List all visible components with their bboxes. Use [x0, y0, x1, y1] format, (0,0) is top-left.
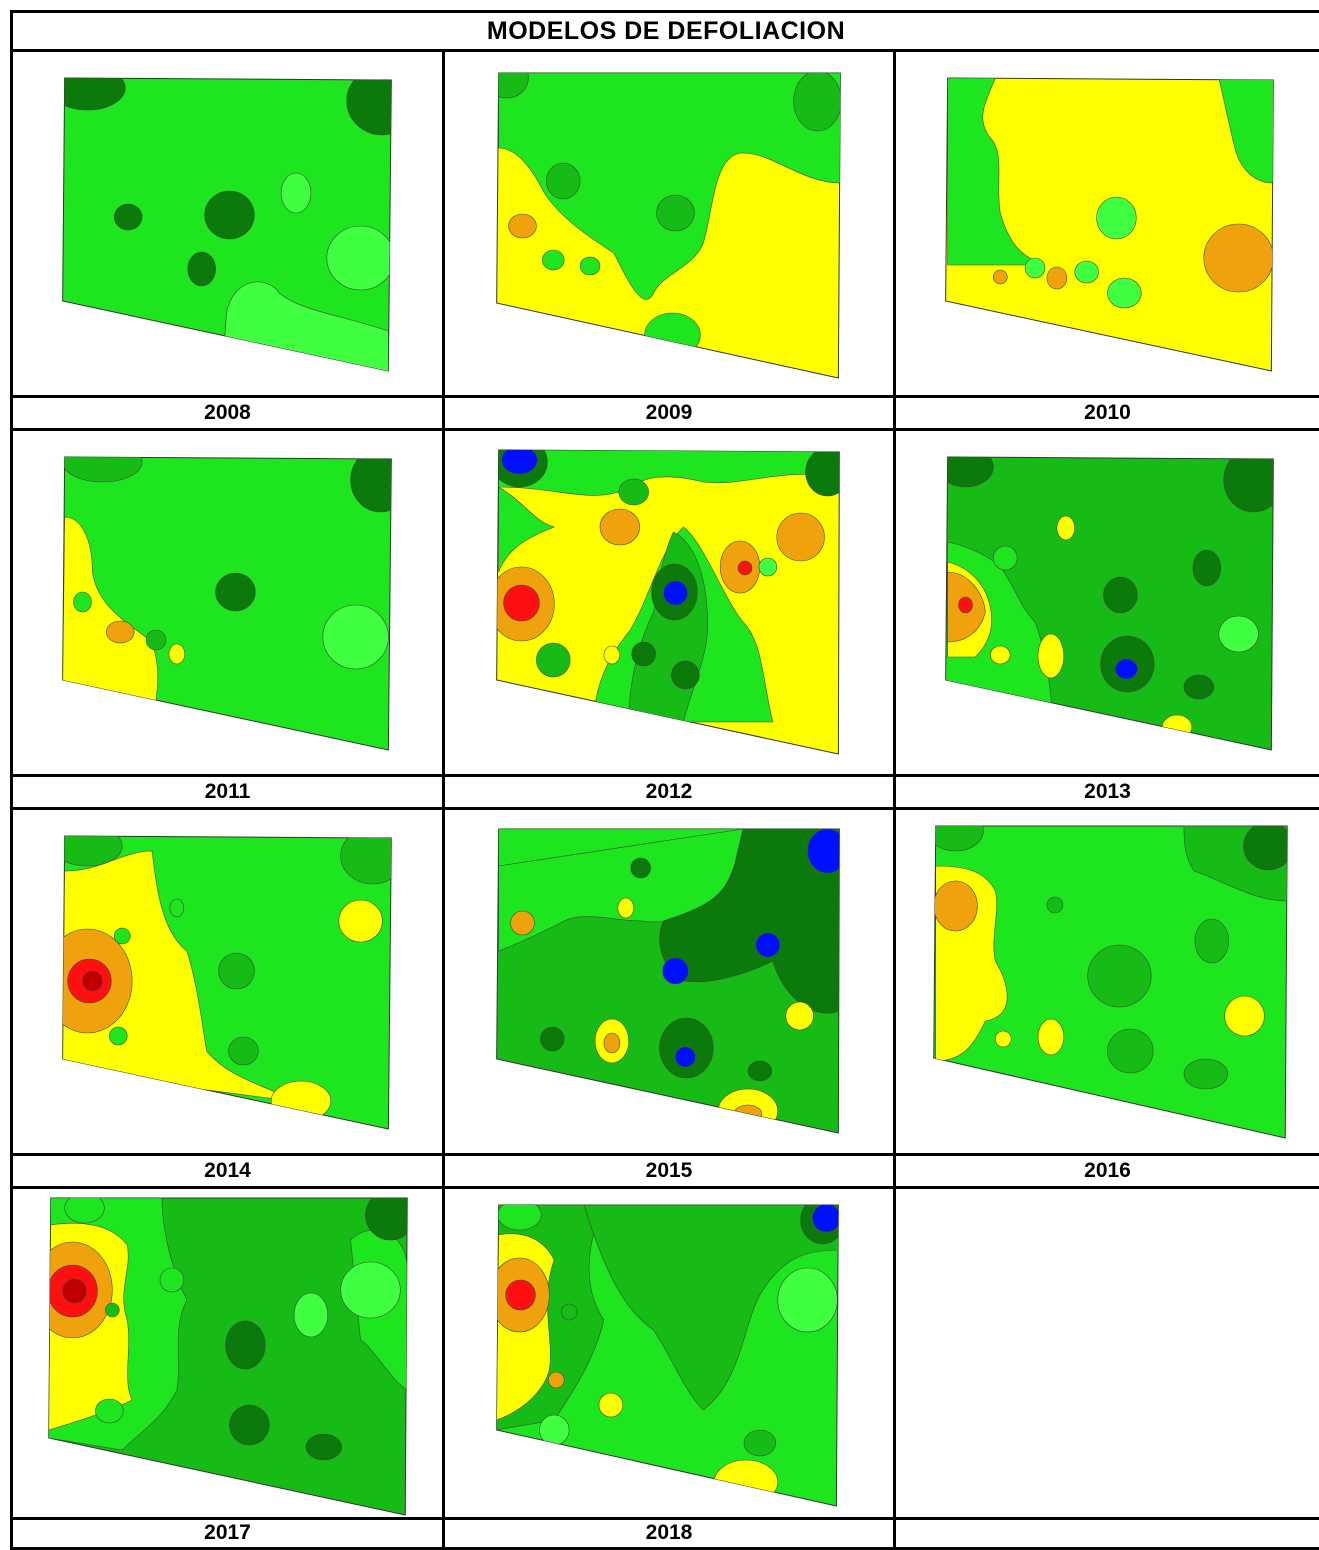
year-label-2017: 2017 [10, 1516, 445, 1550]
defoliation-map-2018 [496, 1204, 839, 1507]
defoliation-models-table: MODELOS DE DEFOLIACION [9, 9, 1319, 1550]
map-panel-2014 [10, 807, 445, 1156]
table-title: MODELOS DE DEFOLIACION [9, 9, 1319, 53]
defoliation-map-2013 [945, 456, 1274, 751]
map-panel-2013 [892, 428, 1319, 777]
defoliation-map-2008 [62, 77, 392, 372]
map-panel-2011 [10, 428, 445, 777]
year-label-2009: 2009 [442, 394, 896, 432]
defoliation-map-2014 [62, 835, 392, 1130]
defoliation-map-2016 [933, 825, 1288, 1139]
map-panel-2018 [442, 1186, 896, 1520]
defoliation-map-2012 [496, 449, 840, 755]
year-label-2011: 2011 [10, 773, 445, 811]
empty-year-cell [892, 1516, 1319, 1550]
map-panel-2015 [442, 807, 896, 1156]
map-panel-2010 [892, 49, 1319, 398]
map-panel-2009 [442, 49, 896, 398]
year-label-2008: 2008 [10, 394, 445, 432]
map-panel-2008 [10, 49, 445, 398]
empty-cell [892, 1186, 1319, 1520]
year-label-2015: 2015 [442, 1152, 896, 1190]
year-label-2016: 2016 [892, 1152, 1319, 1190]
year-label-2012: 2012 [442, 773, 896, 811]
year-label-2013: 2013 [892, 773, 1319, 811]
defoliation-map-2011 [62, 456, 392, 751]
defoliation-map-2017 [48, 1197, 408, 1516]
year-label-2018: 2018 [442, 1516, 896, 1550]
map-panel-2012 [442, 428, 896, 777]
year-label-2010: 2010 [892, 394, 1319, 432]
map-panel-2016 [892, 807, 1319, 1156]
defoliation-map-2010 [945, 77, 1274, 372]
map-panel-2017 [10, 1186, 445, 1520]
defoliation-map-2009 [496, 72, 841, 379]
year-label-2014: 2014 [10, 1152, 445, 1190]
defoliation-map-2015 [496, 828, 840, 1134]
